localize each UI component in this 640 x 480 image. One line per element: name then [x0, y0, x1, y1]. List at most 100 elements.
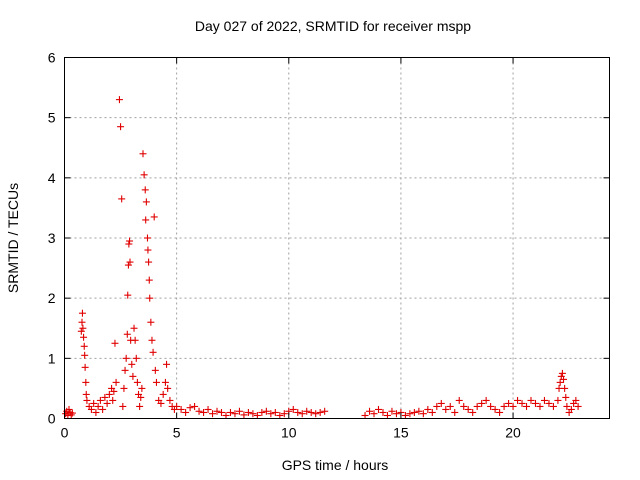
data-point — [78, 318, 86, 326]
data-point — [253, 411, 261, 419]
data-point — [195, 407, 203, 415]
data-point — [491, 405, 499, 413]
data-point — [157, 399, 165, 407]
data-point — [142, 216, 150, 224]
data-point — [204, 405, 212, 413]
data-point — [222, 411, 230, 419]
data-point — [500, 402, 508, 410]
data-point — [164, 384, 172, 392]
data-point — [99, 405, 107, 413]
data-point — [289, 405, 297, 413]
y-tick-label: 3 — [48, 230, 56, 246]
data-point — [379, 408, 387, 416]
data-point — [81, 363, 89, 371]
data-point — [132, 354, 140, 362]
data-point — [68, 409, 76, 417]
data-point — [276, 411, 284, 419]
data-point — [464, 405, 472, 413]
data-point — [271, 408, 279, 416]
data-point — [120, 384, 128, 392]
data-point — [560, 375, 568, 383]
data-point — [177, 405, 185, 413]
data-point — [111, 339, 119, 347]
data-point — [558, 369, 566, 377]
data-point — [101, 393, 109, 401]
data-point — [217, 408, 225, 416]
data-point — [82, 390, 90, 398]
data-point — [316, 408, 324, 416]
data-point — [388, 407, 396, 415]
data-point — [401, 411, 409, 419]
data-point — [567, 405, 575, 413]
y-axis-label: SRMTID / TECUs — [5, 183, 21, 293]
data-point — [424, 405, 432, 413]
data-point — [191, 402, 199, 410]
x-tick-label: 5 — [173, 425, 181, 441]
data-point — [166, 396, 174, 404]
data-point — [119, 402, 127, 410]
data-point — [115, 96, 123, 104]
data-point — [94, 402, 102, 410]
y-tick-label: 2 — [48, 290, 56, 306]
data-point — [451, 408, 459, 416]
data-point — [294, 408, 302, 416]
data-point — [303, 407, 311, 415]
data-point — [249, 410, 257, 418]
data-point — [383, 411, 391, 419]
data-point — [126, 258, 134, 266]
data-point — [128, 360, 136, 368]
data-point — [460, 402, 468, 410]
x-tick-label: 20 — [505, 425, 521, 441]
data-point — [298, 410, 306, 418]
data-point — [140, 171, 148, 179]
data-point — [235, 407, 243, 415]
data-point — [374, 405, 382, 413]
data-point — [518, 399, 526, 407]
data-point — [428, 408, 436, 416]
axis-ticks: 0 5 10 15 20 0 1 2 3 4 5 6 — [48, 50, 610, 441]
data-point — [433, 402, 441, 410]
data-point — [173, 402, 181, 410]
x-tick-label: 0 — [61, 425, 69, 441]
data-point — [77, 327, 85, 335]
data-point — [121, 366, 129, 374]
chart-title: Day 027 of 2022, SRMTID for receiver msp… — [195, 18, 471, 34]
y-tick-label: 6 — [48, 50, 56, 66]
data-point — [92, 408, 100, 416]
data-point — [138, 384, 146, 392]
data-point — [487, 402, 495, 410]
data-point — [321, 407, 329, 415]
data-point — [182, 408, 190, 416]
data-point — [105, 390, 113, 398]
data-point — [147, 318, 155, 326]
data-point — [361, 411, 369, 419]
data-point — [415, 407, 423, 415]
data-point — [109, 396, 117, 404]
data-point — [527, 396, 535, 404]
y-tick-label: 5 — [48, 110, 56, 126]
data-point — [563, 402, 571, 410]
data-point — [65, 405, 73, 413]
data-point — [562, 393, 570, 401]
y-tick-label: 1 — [48, 350, 56, 366]
data-point — [110, 387, 118, 395]
data-point — [139, 150, 147, 158]
x-tick-label: 10 — [281, 425, 297, 441]
data-point — [152, 378, 160, 386]
data-point — [145, 276, 153, 284]
data-point — [574, 402, 582, 410]
y-tick-label: 4 — [48, 170, 56, 186]
data-point — [505, 399, 513, 407]
data-point — [122, 354, 130, 362]
data-point — [244, 408, 252, 416]
data-point — [469, 408, 477, 416]
data-point — [79, 324, 87, 332]
data-point — [392, 410, 400, 418]
data-point — [478, 399, 486, 407]
data-point — [545, 399, 553, 407]
data-point — [145, 258, 153, 266]
data-point — [163, 360, 171, 368]
data-point — [406, 410, 414, 418]
data-point — [136, 402, 144, 410]
